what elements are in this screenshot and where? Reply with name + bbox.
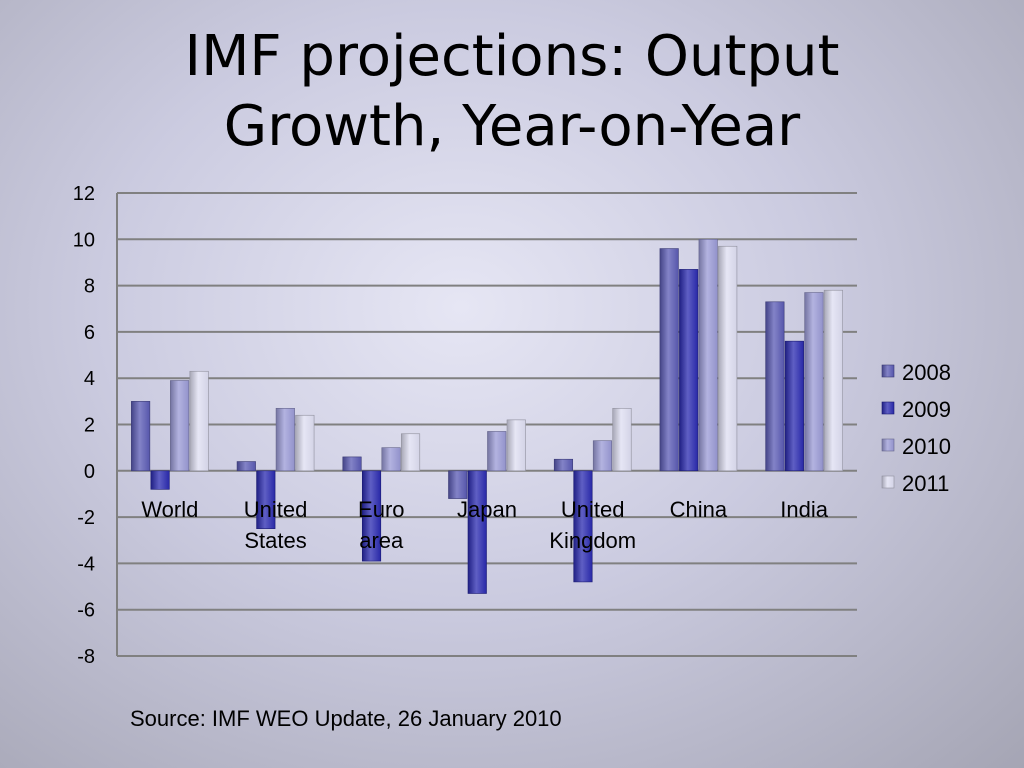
- category-label: World: [141, 497, 198, 522]
- y-tick-label: -8: [77, 646, 95, 668]
- source-note: Source: IMF WEO Update, 26 January 2010: [130, 706, 562, 731]
- category-label: Euro area: [358, 497, 404, 553]
- bar-2010: [275, 407, 295, 472]
- y-tick-label: 2: [84, 415, 95, 437]
- category-label: China: [670, 497, 728, 522]
- legend-label-2011: 2011: [902, 471, 949, 496]
- legend-label-2008: 2008: [902, 360, 951, 385]
- bar-2010: [487, 431, 507, 472]
- bar-2009: [150, 470, 170, 490]
- y-tick-label: 10: [73, 229, 95, 251]
- category-label: United States: [244, 497, 308, 553]
- y-tick-label: -2: [77, 507, 95, 529]
- legend-swatch-2009: [881, 401, 895, 415]
- bar-2011: [718, 245, 738, 472]
- y-tick-label: 6: [84, 322, 95, 344]
- legend-label-2010: 2010: [902, 434, 951, 459]
- bar-2011: [506, 419, 526, 472]
- bar-2008: [553, 458, 574, 472]
- gridlines: [117, 192, 857, 657]
- slide-title: IMF projections: Output Growth, Year-on-…: [0, 22, 1024, 162]
- y-tick-label: 12: [73, 183, 95, 205]
- bar-2009: [784, 340, 804, 472]
- bar-2009: [573, 470, 593, 583]
- slide-title-line-2: Growth, Year-on-Year: [223, 94, 801, 159]
- bars: [131, 239, 843, 594]
- bar-2010: [592, 440, 613, 472]
- category-label: India: [780, 497, 828, 522]
- bar-2011: [823, 289, 843, 472]
- bar-2009: [256, 470, 276, 529]
- bar-2010: [698, 239, 718, 472]
- bar-2011: [295, 414, 315, 472]
- legend-label-2009: 2009: [902, 397, 951, 422]
- y-tick-label: 8: [84, 276, 95, 298]
- y-tick-label: -4: [77, 553, 95, 575]
- bar-2009: [361, 470, 382, 562]
- bar-2011: [400, 433, 421, 472]
- category-label: United Kingdom: [549, 497, 636, 553]
- bar-2008: [236, 461, 256, 472]
- y-tick-label: -6: [77, 600, 95, 622]
- bar-2009: [467, 470, 487, 594]
- slide-title-line-1: IMF projections: Output: [184, 24, 840, 89]
- legend: 2008 2009 2010 2011: [881, 360, 951, 496]
- bar-2008: [448, 470, 468, 499]
- y-tick-label: 4: [84, 368, 95, 390]
- legend-swatch-2008: [881, 364, 895, 378]
- category-label: Japan: [457, 497, 517, 522]
- bar-2008: [765, 301, 785, 472]
- legend-swatch-2010: [881, 438, 895, 452]
- legend-swatch-2011: [881, 475, 895, 489]
- bar-2008: [131, 401, 151, 472]
- bar-2009: [679, 269, 699, 472]
- bar-2011: [189, 370, 209, 472]
- y-tick-label: 0: [84, 461, 95, 483]
- bar-2008: [659, 248, 679, 472]
- bar-2010: [804, 292, 824, 472]
- bar-2008: [342, 456, 362, 472]
- bar-2010: [381, 447, 401, 472]
- bar-2011: [612, 407, 632, 472]
- bar-2010: [170, 380, 190, 472]
